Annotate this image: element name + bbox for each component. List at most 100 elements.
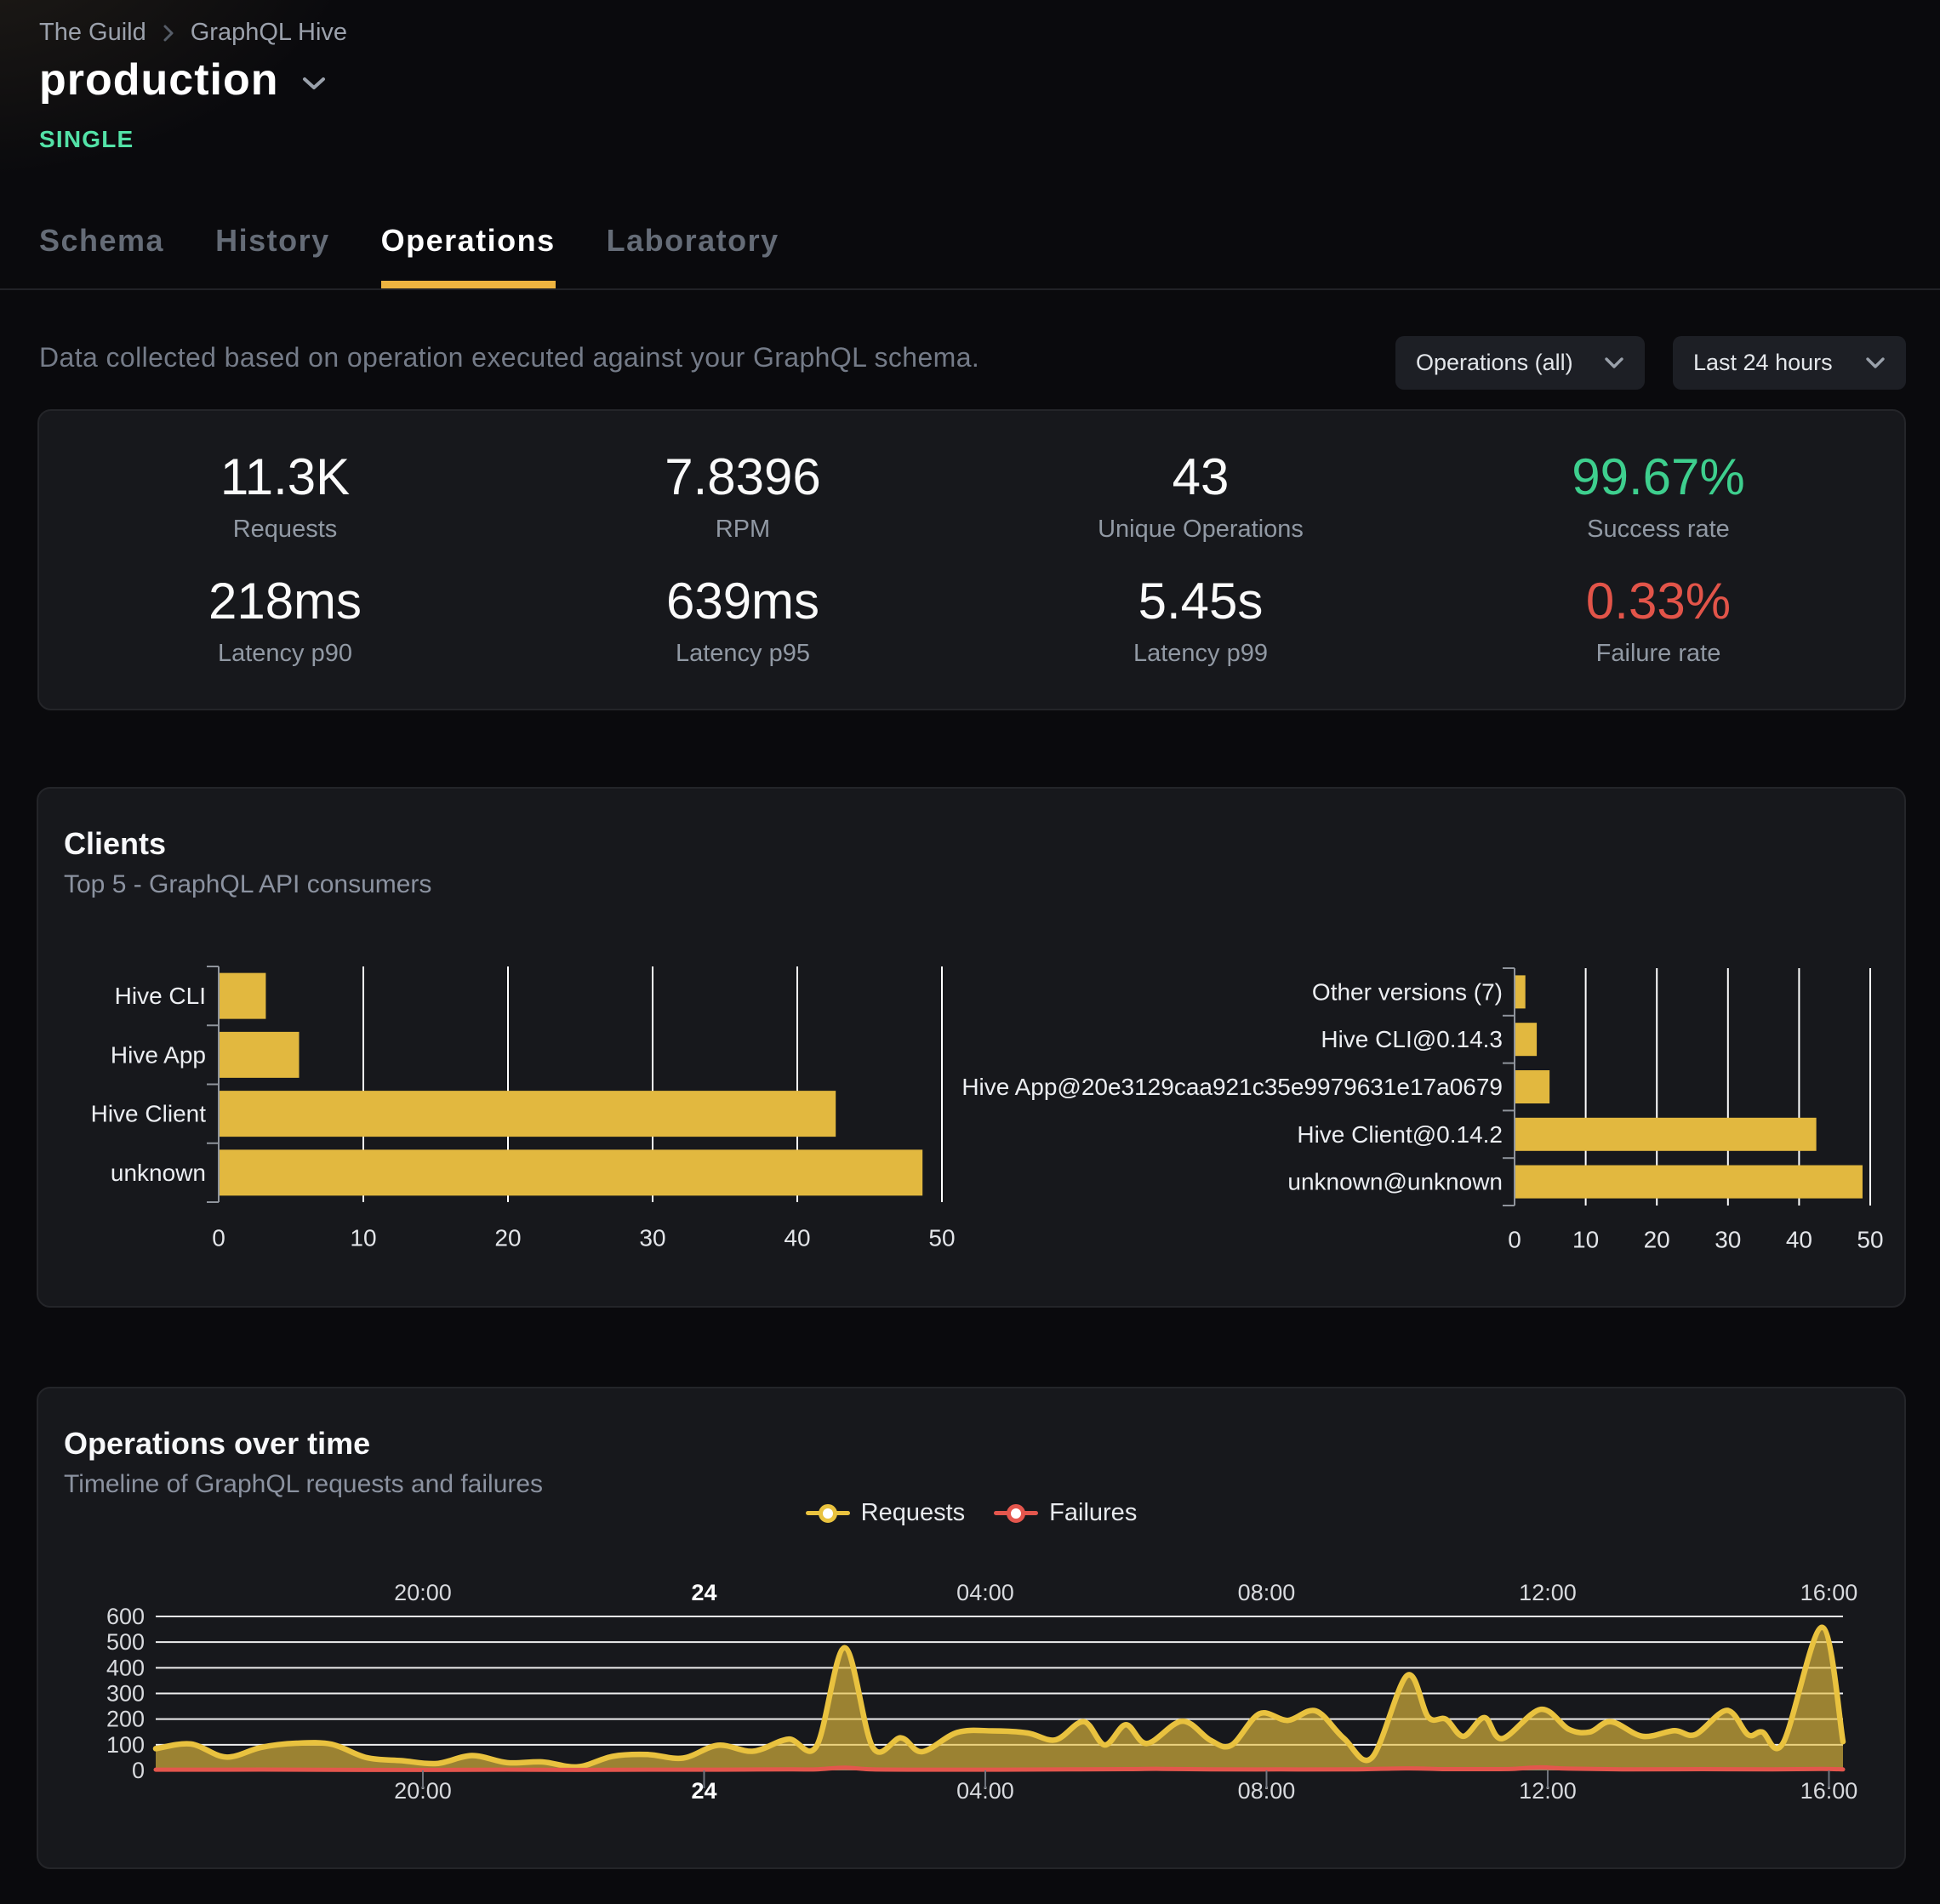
stat-failure-rate: 0.33% Failure rate (1429, 559, 1887, 683)
header-divider (0, 288, 1940, 290)
chevron-down-icon (1865, 356, 1886, 369)
category-label: Hive App@20e3129caa921c35e9979631e17a067… (961, 1074, 1503, 1100)
x-tick-label: 20 (1644, 1227, 1670, 1253)
bar-hive-client (220, 1091, 836, 1137)
category-label: unknown (111, 1160, 206, 1186)
category-label: Hive App (111, 1041, 206, 1068)
breadcrumb: The Guild GraphQL Hive (39, 19, 347, 47)
tab-history[interactable]: History (215, 223, 330, 258)
stat-latency-p95: 639ms Latency p95 (514, 559, 972, 683)
stat-label: Latency p99 (1133, 640, 1268, 667)
legend-item-failures[interactable]: Failures (994, 1499, 1137, 1527)
x-tick-label-top: 04:00 (956, 1580, 1014, 1605)
target-mode-badge: SINGLE (39, 126, 134, 152)
bar-other-versions-7- (1515, 975, 1526, 1009)
stat-value: 218ms (208, 573, 362, 630)
y-tick-label: 300 (106, 1681, 145, 1707)
bar-hive-cli-0-14-3 (1515, 1023, 1538, 1057)
stat-value: 11.3K (220, 448, 351, 505)
stat-label: Latency p95 (675, 640, 810, 667)
x-tick-label: 0 (212, 1225, 225, 1251)
legend-label: Failures (1049, 1499, 1138, 1526)
y-tick-label: 400 (106, 1655, 145, 1680)
breadcrumb-org-link[interactable]: The Guild (39, 19, 146, 46)
stats-summary-card: 11.3K Requests 7.8396 RPM 43 Unique Oper… (37, 409, 1906, 710)
stat-rpm: 7.8396 RPM (514, 435, 972, 559)
requests-series-line (152, 1624, 1846, 1770)
stat-value: 43 (1172, 448, 1230, 505)
x-tick-label: 10 (350, 1225, 376, 1251)
tab-operations[interactable]: Operations (380, 223, 556, 289)
clients-card-title: Clients (64, 826, 167, 861)
operations-over-time-card: Operations over time Timeline of GraphQL… (37, 1387, 1906, 1869)
bar-hive-cli (220, 972, 266, 1019)
stat-label: Latency p90 (217, 640, 352, 667)
category-label: Hive Client (91, 1101, 207, 1127)
tab-schema[interactable]: Schema (39, 223, 165, 258)
clients-card: Clients Top 5 - GraphQL API consumers Hi… (37, 787, 1906, 1308)
operations-filter-dropdown[interactable]: Operations (all) (1395, 336, 1645, 390)
y-tick-label: 100 (106, 1732, 145, 1758)
x-tick-label: 50 (1857, 1227, 1883, 1253)
timeline-legend: Requests Failures (38, 1499, 1904, 1527)
stat-requests: 11.3K Requests (56, 435, 514, 559)
stat-label: Failure rate (1595, 640, 1721, 667)
x-tick-label-top: 20:00 (394, 1580, 452, 1605)
stat-value: 639ms (665, 573, 820, 630)
clients-bar-charts: Hive CLI Hive App Hive Client unknown 0 10 20 3… (91, 966, 1884, 1253)
legend-item-requests[interactable]: Requests (805, 1499, 965, 1527)
stat-latency-p99: 5.45s Latency p99 (972, 559, 1429, 683)
bar-unknown (220, 1149, 923, 1196)
stat-label: Unique Operations (1098, 516, 1304, 543)
x-tick-label: 40 (1786, 1227, 1812, 1253)
tab-laboratory[interactable]: Laboratory (606, 223, 779, 258)
stat-label: Success rate (1587, 516, 1730, 543)
stat-unique-operations: 43 Unique Operations (972, 435, 1429, 559)
failures-series-line (153, 1764, 1846, 1772)
bar-unknown-unknown (1515, 1165, 1863, 1199)
category-label: Hive CLI@0.14.3 (1321, 1026, 1503, 1052)
tab-bar: Schema History Operations Laboratory (39, 223, 779, 289)
page-title: production (39, 55, 279, 105)
collection-description: Data collected based on operation execut… (39, 342, 980, 373)
target-selector-chevron-down-icon[interactable] (301, 76, 327, 91)
failures-series-marker-icon (994, 1503, 1039, 1524)
stat-value: 0.33% (1585, 573, 1732, 630)
x-tick-label: 0 (1508, 1227, 1521, 1253)
category-label: Hive CLI (115, 983, 206, 1009)
operations-card-subtitle: Timeline of GraphQL requests and failure… (64, 1470, 544, 1498)
chevron-right-icon (163, 23, 174, 43)
category-label: Other versions (7) (1312, 978, 1503, 1005)
x-tick-label-top: 08:00 (1238, 1580, 1296, 1605)
x-tick-label: 40 (784, 1225, 810, 1251)
bar-hive-app (220, 1031, 300, 1078)
stat-value: 99.67% (1572, 448, 1745, 505)
operations-card-title: Operations over time (64, 1426, 371, 1461)
y-tick-label: 200 (106, 1707, 145, 1732)
stat-latency-p90: 218ms Latency p90 (56, 559, 514, 683)
x-tick-label: 30 (1715, 1227, 1741, 1253)
stat-label: RPM (715, 516, 771, 543)
requests-series-marker-icon (805, 1503, 850, 1524)
x-tick-label-top: 16:00 (1800, 1580, 1858, 1605)
x-tick-label-top: 24 (691, 1580, 716, 1605)
x-tick-label: 10 (1572, 1227, 1599, 1253)
x-tick-label: 50 (928, 1225, 955, 1251)
stat-label: Requests (232, 516, 338, 543)
y-tick-label: 600 (106, 1604, 145, 1629)
clients-card-subtitle: Top 5 - GraphQL API consumers (64, 870, 432, 898)
breadcrumb-project-link[interactable]: GraphQL Hive (190, 19, 348, 46)
stat-value: 7.8396 (665, 448, 821, 505)
operations-timeline-chart: 010020030040050060020:0020:00242404:0004… (106, 1580, 1858, 1804)
stat-value: 5.45s (1138, 573, 1264, 630)
requests-series-area (156, 1627, 1843, 1770)
bar-hive-app-20e3129caa921c35e9979631e17a0679 (1515, 1070, 1550, 1103)
x-tick-label-top: 12:00 (1519, 1580, 1577, 1605)
bar-hive-client-0-14-2 (1515, 1117, 1817, 1151)
category-label: Hive Client@0.14.2 (1297, 1121, 1503, 1148)
category-label: unknown@unknown (1287, 1169, 1503, 1195)
period-filter-dropdown[interactable]: Last 24 hours (1673, 336, 1906, 390)
x-tick-label: 20 (494, 1225, 521, 1251)
y-tick-label: 0 (132, 1758, 145, 1783)
